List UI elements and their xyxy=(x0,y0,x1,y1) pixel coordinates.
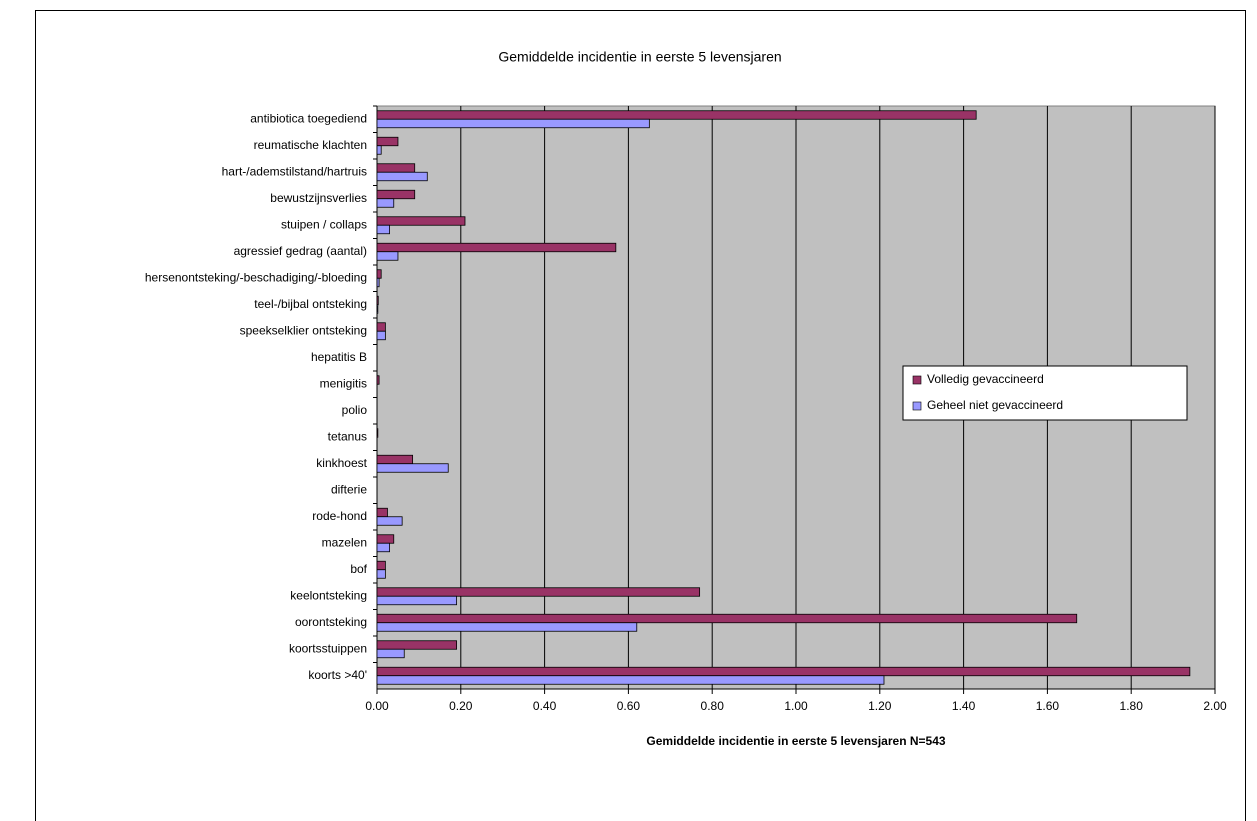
bar xyxy=(376,198,395,208)
bar xyxy=(376,189,416,200)
bar xyxy=(376,171,428,182)
legend-label: Geheel niet gevaccineerd xyxy=(927,398,1063,412)
bar xyxy=(376,675,885,685)
y-tick-label: reumatische klachten xyxy=(254,138,367,152)
bar xyxy=(376,454,414,465)
x-tick-label: 0.80 xyxy=(701,699,725,713)
y-tick-label: hart-/ademstilstand/hartruis xyxy=(222,164,367,178)
x-tick-label: 2.00 xyxy=(1203,699,1227,713)
x-tick-label: 1.00 xyxy=(784,699,808,713)
bar xyxy=(376,613,1078,624)
bar xyxy=(376,145,382,155)
bar xyxy=(376,560,386,571)
bar xyxy=(376,542,390,553)
y-tick-label: kinkhoest xyxy=(316,456,367,470)
legend-box xyxy=(902,365,1188,421)
y-tick-label: speekselklier ontsteking xyxy=(240,323,367,337)
y-tick-label: menigitis xyxy=(320,376,367,390)
x-axis-label: Gemiddelde incidentie in eerste 5 levens… xyxy=(646,734,945,748)
bar xyxy=(376,516,403,526)
x-tick-label: 1.20 xyxy=(868,699,892,713)
bar xyxy=(376,224,390,235)
bar xyxy=(376,640,458,650)
y-tick-label: agressief gedrag (aantal) xyxy=(234,244,367,258)
x-tick-label: 1.80 xyxy=(1120,699,1144,713)
x-tick-label: 0.40 xyxy=(533,699,557,713)
y-tick-label: koorts >40' xyxy=(308,668,367,682)
y-tick-label: hepatitis B xyxy=(311,350,367,364)
y-tick-label: oorontsteking xyxy=(295,615,367,629)
bar xyxy=(376,304,379,314)
x-tick-label: 1.60 xyxy=(1036,699,1060,713)
bar xyxy=(376,242,617,253)
y-tick-label: stuipen / collaps xyxy=(281,217,367,231)
bar xyxy=(376,322,386,332)
y-tick-label: bof xyxy=(350,562,367,576)
bar xyxy=(376,648,405,659)
frame xyxy=(35,10,1246,821)
bar xyxy=(376,118,650,129)
chart-title: Gemiddelde incidentie in eerste 5 levens… xyxy=(498,49,781,65)
x-tick-label: 1.40 xyxy=(952,699,976,713)
bar xyxy=(376,463,449,473)
y-tick-label: mazelen xyxy=(322,535,367,549)
bar xyxy=(376,587,701,597)
y-tick-label: keelontsteking xyxy=(290,588,367,602)
legend-label: Volledig gevaccineerd xyxy=(927,372,1044,386)
y-tick-label: difterie xyxy=(331,482,367,496)
bar xyxy=(376,269,382,279)
bar xyxy=(376,507,388,518)
bar xyxy=(376,163,416,173)
bar xyxy=(376,330,386,341)
legend-swatch xyxy=(912,375,922,385)
y-tick-label: bewustzijnsverlies xyxy=(270,191,367,205)
bar xyxy=(376,216,466,226)
bar xyxy=(376,534,395,544)
bar xyxy=(376,251,399,261)
y-tick-label: teel-/bijbal ontsteking xyxy=(254,297,367,311)
bar xyxy=(376,622,638,632)
y-tick-label: rode-hond xyxy=(312,509,367,523)
y-tick-label: polio xyxy=(342,403,368,417)
bar xyxy=(376,295,379,306)
x-tick-label: 0.60 xyxy=(617,699,641,713)
legend-swatch xyxy=(912,401,922,411)
bar xyxy=(376,569,386,579)
bar xyxy=(376,428,379,438)
y-tick-label: koortsstuippen xyxy=(289,641,367,655)
bar xyxy=(376,595,458,606)
bar xyxy=(376,375,380,385)
bar xyxy=(376,110,977,120)
bar xyxy=(376,666,1191,677)
bar xyxy=(376,136,399,147)
x-tick-label: 0.00 xyxy=(365,699,389,713)
x-tick-label: 0.20 xyxy=(449,699,473,713)
y-tick-label: hersenontsteking/-beschadiging/-bloeding xyxy=(145,270,367,284)
bar xyxy=(376,277,380,288)
y-tick-label: antibiotica toegediend xyxy=(250,111,367,125)
y-tick-label: tetanus xyxy=(328,429,367,443)
